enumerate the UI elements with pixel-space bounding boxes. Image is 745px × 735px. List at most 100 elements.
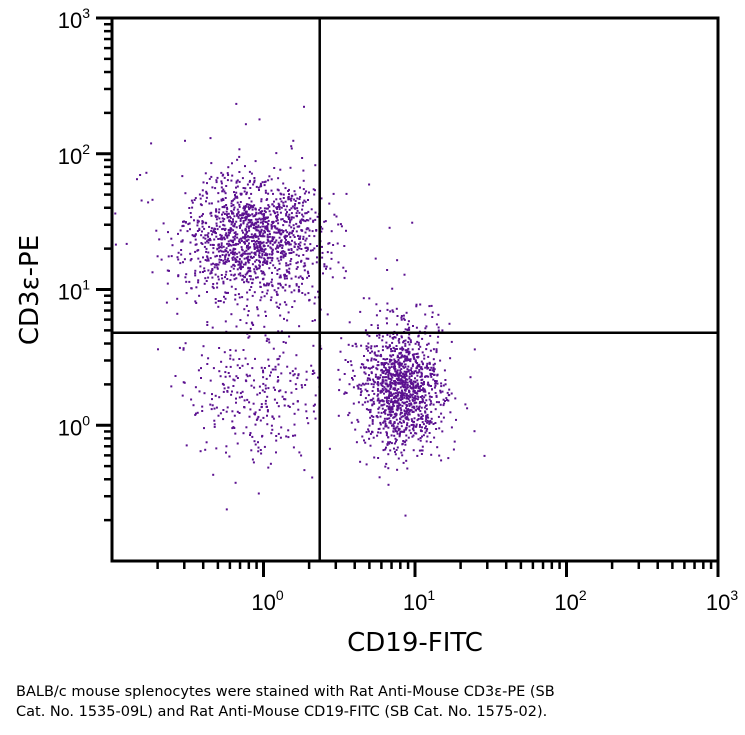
data-point [233,232,236,234]
data-point [399,394,402,397]
data-point [304,264,307,267]
data-point [265,207,268,210]
data-point [397,422,400,425]
data-point [407,411,410,414]
data-point [297,243,300,246]
data-point [295,284,298,287]
data-point [259,248,262,250]
data-point [321,245,323,248]
data-point [325,265,328,268]
data-point [386,322,388,325]
data-point [404,365,407,368]
data-point [381,390,383,393]
data-point [190,216,193,219]
data-point [393,447,395,450]
data-point [417,371,420,374]
data-point [266,233,269,236]
data-point [252,255,255,258]
data-point [245,210,248,213]
data-point [236,196,239,199]
data-point [220,236,223,239]
data-point [295,222,298,225]
data-point [218,258,221,261]
data-point [261,263,264,266]
data-point [408,410,411,413]
data-point [397,376,400,379]
tick-base: 10 [58,415,82,440]
data-point [425,348,428,351]
data-point [256,221,259,223]
data-point [296,266,299,269]
data-point [258,385,261,388]
data-point [403,394,406,397]
data-point [395,381,398,384]
data-point [449,411,452,414]
data-point [301,292,304,294]
data-point [199,265,202,268]
x-tick-label: 103 [706,587,738,615]
data-point [247,203,250,206]
data-point [379,415,382,418]
data-point [370,398,373,401]
data-point [226,251,229,254]
data-point [266,229,269,232]
data-point [424,404,427,407]
data-point [238,205,241,208]
data-point [262,245,265,248]
data-point [235,191,238,194]
data-point [414,342,417,345]
data-point [364,397,367,400]
data-point [361,403,364,406]
data-point [303,105,305,108]
data-point [405,393,408,396]
data-point [425,414,428,417]
data-point [229,349,232,351]
data-point [276,273,279,275]
data-point [245,225,248,228]
data-point [220,244,223,247]
data-point [376,334,378,337]
data-point [229,249,232,252]
data-point [402,392,405,395]
data-point [286,277,288,280]
data-point [245,212,248,215]
data-point [247,238,250,241]
data-point [280,232,283,235]
data-point [380,384,383,386]
data-point [280,229,283,232]
data-point [403,410,406,413]
data-point [260,452,263,455]
data-point [403,366,406,369]
data-point [251,458,254,461]
data-point [405,355,408,358]
data-point [378,334,381,337]
data-point [360,344,363,347]
data-point [288,216,291,219]
data-point [241,177,244,180]
data-point [247,218,250,221]
data-point [394,453,397,456]
data-point [233,414,236,417]
data-point [287,196,290,198]
data-point [373,402,376,405]
data-point [283,250,286,253]
data-point [257,249,260,252]
data-point [284,200,287,203]
data-point [289,219,292,222]
data-point [418,370,421,373]
data-point [250,256,252,259]
data-point [274,241,277,244]
data-point [389,377,392,380]
data-point [407,398,410,400]
data-point [404,379,407,382]
data-point [399,430,402,433]
data-point [384,465,387,468]
data-point [426,343,429,346]
data-point [114,243,117,246]
data-point [405,311,408,314]
data-point [391,405,394,408]
data-point [316,256,318,259]
data-point [404,389,407,392]
data-point [151,271,154,274]
data-point [251,294,254,297]
